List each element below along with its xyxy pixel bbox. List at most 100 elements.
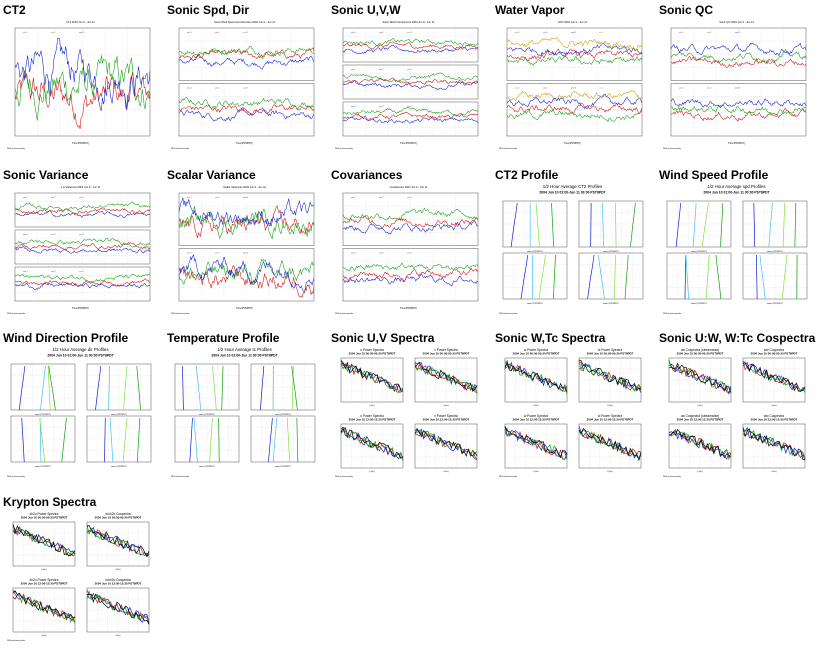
plot-thumbnail-image: u,w Variances 2004 Jun 9 - Jun 11 sta 1 st… (3, 183, 158, 315)
svg-text:value (PST8PDT): value (PST8PDT) (199, 466, 216, 468)
svg-text:sta 2: sta 2 (379, 68, 385, 71)
plot-thumbnail[interactable]: kh2o Power Spectra 2004 Jun 10 00:00-00:3… (3, 510, 158, 642)
svg-text:2004 Jun 10 01:00-Jun 11 00:00: 2004 Jun 10 01:00-Jun 11 00:00 PST8PDT (703, 191, 770, 195)
plot-title-link[interactable]: Sonic Spd, Dir (167, 3, 250, 17)
svg-text:value (PST8PDT): value (PST8PDT) (111, 414, 128, 416)
gallery-item[interactable]: Wind Direction Profile 1/2 Hour Average d… (3, 331, 163, 478)
plot-thumbnail[interactable]: uw Cospectra (streamwise) 2004 Jun 10 00:… (659, 346, 814, 478)
svg-text:sta 2: sta 2 (215, 196, 221, 199)
svg-text:Time(PST8PDT): Time(PST8PDT) (400, 308, 417, 310)
gallery-item[interactable]: Sonic U:W, W:Tc Cospectra uw Cospectra (s… (659, 331, 819, 478)
svg-text:sta 1: sta 1 (515, 31, 521, 34)
svg-text:u,w Variances 2004 Jun 9 - Jun: u,w Variances 2004 Jun 9 - Jun 11 (61, 185, 101, 189)
plot-title-link[interactable]: Sonic W,Tc Spectra (495, 331, 606, 345)
svg-text:2004 Jun 10 12:00-12:30 PST8PD: 2004 Jun 10 12:00-12:30 PST8PDT (751, 418, 798, 422)
gallery-item[interactable]: CT2 CT2 2004 Jun 9 - Jun 11 sta 1 sta 2 sta … (3, 3, 163, 150)
plot-title-link[interactable]: Wind Speed Profile (659, 168, 769, 182)
gallery-item[interactable]: Covariances Covariances 2004 Jun 9 - Jun … (331, 168, 491, 315)
plot-title-link[interactable]: Water Vapor (495, 3, 565, 17)
gallery-item[interactable]: Krypton Spectra kh2o Power Spectra 2004 Ju… (3, 495, 163, 642)
plot-title-link[interactable]: Krypton Spectra (3, 495, 97, 509)
plot-title-link[interactable]: Wind Direction Profile (3, 331, 129, 345)
svg-text:1/2 Hour Average tc Profiles: 1/2 Hour Average tc Profiles (217, 347, 272, 352)
svg-text:ISFF preliminary data: ISFF preliminary data (663, 475, 682, 478)
plot-title-link[interactable]: Sonic U,V Spectra (331, 331, 435, 345)
plot-thumbnail[interactable]: 1/2 Hour Average spd Profiles 2004 Jun 10… (659, 183, 814, 315)
plot-thumbnail[interactable]: 1/2 Hour Average tc Profiles 2004 Jun 10 … (167, 346, 322, 478)
svg-text:kh2o Power Spectra: kh2o Power Spectra (30, 578, 59, 582)
plot-thumbnail[interactable]: CT2 2004 Jun 9 - Jun 11 sta 1 sta 2 sta 3 Ti… (3, 18, 158, 150)
svg-text:ISFF preliminary data: ISFF preliminary data (499, 147, 518, 150)
svg-text:value (PST8PDT): value (PST8PDT) (35, 466, 52, 468)
svg-text:2004 Jun 10 12:00-12:30 PST8PD: 2004 Jun 10 12:00-12:30 PST8PDT (677, 418, 724, 422)
svg-text:sta 1: sta 1 (679, 31, 685, 34)
svg-text:Time(PST8PDT): Time(PST8PDT) (564, 143, 581, 145)
svg-text:value (PST8PDT): value (PST8PDT) (767, 303, 784, 305)
svg-text:Time(PST8PDT): Time(PST8PDT) (72, 143, 89, 145)
gallery-item[interactable]: Sonic U,V Spectra u Power Spectra 2004 Jun… (331, 331, 491, 478)
svg-text:ISFF preliminary data: ISFF preliminary data (171, 147, 190, 150)
svg-text:kh2o Power Spectra: kh2o Power Spectra (30, 512, 59, 516)
gallery-item[interactable]: Sonic W,Tc Spectra w Power Spectra 2004 Ju… (495, 331, 655, 478)
gallery-item[interactable]: Water Vapor H2O 2004 Jun 9 - Jun 11 sta 1 s… (495, 3, 655, 150)
gallery-item[interactable]: Sonic Spd, Dir Sonic Wind Speed and Direc… (167, 3, 327, 150)
plot-title-link[interactable]: CT2 Profile (495, 168, 559, 182)
svg-text:f (Hz): f (Hz) (607, 405, 612, 407)
plot-thumbnail-image: Scalar Variances 2004 Jun 9 - Jun 11 sta … (167, 183, 322, 315)
gallery-item[interactable]: Sonic Variance u,w Variances 2004 Jun 9 -… (3, 168, 163, 315)
svg-text:ISFF preliminary data: ISFF preliminary data (171, 312, 190, 315)
gallery-item[interactable]: Scalar Variance Scalar Variances 2004 Jun… (167, 168, 327, 315)
plot-thumbnail[interactable]: Sonic QC 2004 Jun 9 - Jun 11 sta 1 sta 2 st… (659, 18, 814, 150)
svg-text:sta 1: sta 1 (23, 270, 29, 273)
svg-text:f (Hz): f (Hz) (369, 405, 374, 407)
svg-text:2004 Jun 10 00:00-00:30 PST8PD: 2004 Jun 10 00:00-00:30 PST8PDT (587, 352, 634, 356)
gallery-item[interactable]: Sonic QC Sonic QC 2004 Jun 9 - Jun 11 sta … (659, 3, 819, 150)
plot-thumbnail[interactable]: Scalar Variances 2004 Jun 9 - Jun 11 sta … (167, 183, 322, 315)
plot-thumbnail[interactable]: 1/2 Hour Average dir Profiles 2004 Jun 10… (3, 346, 158, 478)
plot-thumbnail-image: uw Cospectra (streamwise)2004 Jun 10 00:… (659, 346, 814, 478)
svg-text:f (Hz): f (Hz) (533, 405, 538, 407)
svg-text:Sonic Wind Components 2004 Jun: Sonic Wind Components 2004 Jun 9 - Jun 1… (382, 20, 435, 24)
svg-text:f (Hz): f (Hz) (41, 569, 46, 571)
svg-text:sta 1: sta 1 (187, 31, 193, 34)
plot-thumbnail[interactable]: Sonic Wind Speed and Direction 2004 Jun … (167, 18, 322, 150)
svg-text:sta 1: sta 1 (187, 252, 193, 255)
plot-title-link[interactable]: Sonic U:W, W:Tc Cospectra (659, 331, 816, 345)
svg-text:sta 2: sta 2 (379, 196, 385, 199)
svg-text:w Power Spectra: w Power Spectra (524, 414, 548, 418)
gallery-item[interactable]: Sonic U,V,W Sonic Wind Components 2004 Ju… (331, 3, 491, 150)
plot-title-link[interactable]: Sonic Variance (3, 168, 89, 182)
gallery-item[interactable]: Temperature Profile 1/2 Hour Average tc P… (167, 331, 327, 478)
svg-text:1/2 Hour Average dir Profiles: 1/2 Hour Average dir Profiles (52, 347, 109, 352)
plot-thumbnail[interactable]: u,w Variances 2004 Jun 9 - Jun 11 sta 1 st… (3, 183, 158, 315)
svg-text:sta 1: sta 1 (187, 196, 193, 199)
plot-title-link[interactable]: Scalar Variance (167, 168, 256, 182)
svg-text:sta 2: sta 2 (379, 31, 385, 34)
svg-text:2004 Jun 10 00:00-00:30 PST8PD: 2004 Jun 10 00:00-00:30 PST8PDT (513, 352, 560, 356)
svg-text:tc Power Spectra: tc Power Spectra (598, 414, 622, 418)
svg-text:2004 Jun 10 12:00-12:30 PST8PD: 2004 Jun 10 12:00-12:30 PST8PDT (587, 418, 634, 422)
plot-thumbnail[interactable]: 1/2 Hour Average CT2 Profiles 2004 Jun 10… (495, 183, 650, 315)
svg-text:sta 3: sta 3 (407, 31, 413, 34)
plot-thumbnail[interactable]: H2O 2004 Jun 9 - Jun 11 sta 1 sta 2 sta 3 st… (495, 18, 650, 150)
plot-title-link[interactable]: CT2 (3, 3, 26, 17)
svg-text:2004 Jun 10 12:00-12:30 PST8PD: 2004 Jun 10 12:00-12:30 PST8PDT (21, 582, 68, 586)
svg-text:sta 2: sta 2 (215, 87, 221, 90)
plot-title-link[interactable]: Temperature Profile (167, 331, 280, 345)
plot-thumbnail[interactable]: u Power Spectra 2004 Jun 10 00:00-00:30 P… (331, 346, 486, 478)
plot-title-link[interactable]: Covariances (331, 168, 403, 182)
svg-text:sta 1: sta 1 (351, 196, 357, 199)
plot-thumbnail[interactable]: Sonic Wind Components 2004 Jun 9 - Jun 1… (331, 18, 486, 150)
gallery-item[interactable]: Wind Speed Profile 1/2 Hour Average spd P… (659, 168, 819, 315)
plot-thumbnail[interactable]: Covariances 2004 Jun 9 - Jun 11 sta 1 sta … (331, 183, 486, 315)
svg-text:2004 Jun 10 12:00-12:30 PST8PD: 2004 Jun 10 12:00-12:30 PST8PDT (95, 582, 142, 586)
plot-title-link[interactable]: Sonic U,V,W (331, 3, 401, 17)
plot-thumbnail-image: 1/2 Hour Average tc Profiles 2004 Jun 10 … (167, 346, 322, 478)
gallery-item[interactable]: CT2 Profile 1/2 Hour Average CT2 Profiles… (495, 168, 655, 315)
plot-thumbnail[interactable]: w Power Spectra 2004 Jun 10 00:00-00:30 P… (495, 346, 650, 478)
svg-text:sta 2: sta 2 (707, 87, 713, 90)
plot-title-link[interactable]: Sonic QC (659, 3, 714, 17)
svg-text:f (Hz): f (Hz) (697, 405, 702, 407)
svg-text:f (Hz): f (Hz) (443, 405, 448, 407)
